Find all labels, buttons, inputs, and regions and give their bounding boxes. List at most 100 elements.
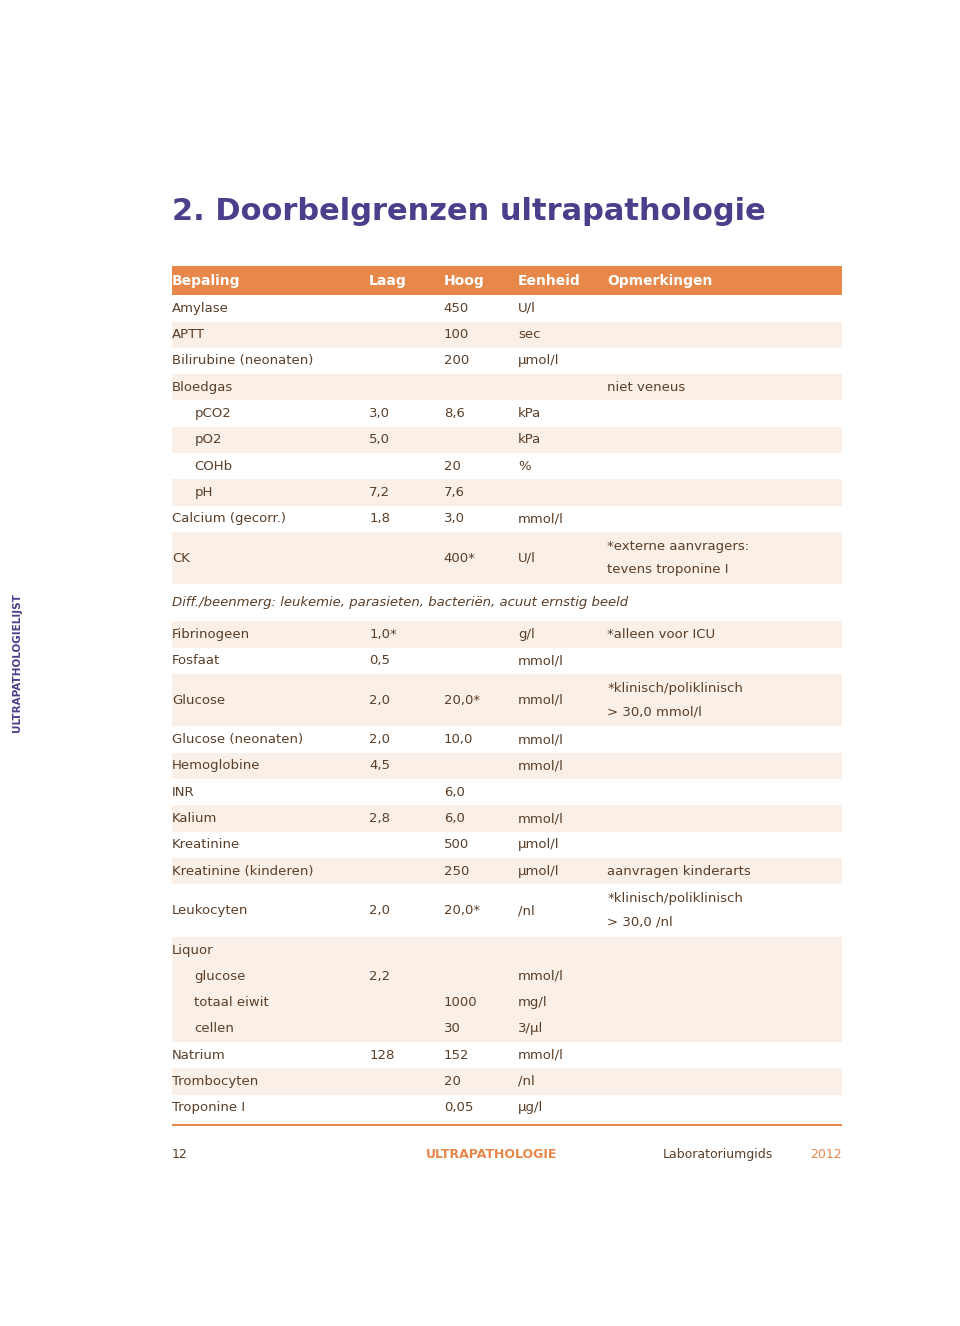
Text: APTT: APTT bbox=[172, 329, 205, 341]
Text: Bloedgas: Bloedgas bbox=[172, 381, 233, 394]
Text: ULTRAPATHOLOGIELIJST: ULTRAPATHOLOGIELIJST bbox=[12, 594, 22, 732]
Bar bbox=[172, 1124, 842, 1126]
Bar bbox=[172, 753, 842, 780]
Text: 1000: 1000 bbox=[444, 996, 477, 1009]
Text: μmol/l: μmol/l bbox=[518, 838, 560, 851]
Text: *externe aanvragers:: *externe aanvragers: bbox=[608, 540, 750, 553]
Text: Amylase: Amylase bbox=[172, 302, 228, 314]
Text: 1,8: 1,8 bbox=[370, 512, 390, 525]
Text: mmol/l: mmol/l bbox=[518, 760, 564, 773]
Text: 2,2: 2,2 bbox=[370, 969, 391, 983]
Text: Kreatinine (kinderen): Kreatinine (kinderen) bbox=[172, 865, 314, 878]
Bar bbox=[172, 858, 842, 884]
Text: 12: 12 bbox=[172, 1148, 188, 1162]
Text: *alleen voor ICU: *alleen voor ICU bbox=[608, 629, 715, 640]
Text: /nl: /nl bbox=[518, 1075, 535, 1087]
Bar bbox=[172, 1069, 842, 1095]
Text: μg/l: μg/l bbox=[518, 1102, 543, 1114]
Text: 250: 250 bbox=[444, 865, 469, 878]
Bar bbox=[172, 1095, 842, 1120]
Text: 100: 100 bbox=[444, 329, 468, 341]
Text: Diff./beenmerg: leukemie, parasieten, bacteriën, acuut ernstig beeld: Diff./beenmerg: leukemie, parasieten, ba… bbox=[172, 597, 628, 610]
Text: Bilirubine (neonaten): Bilirubine (neonaten) bbox=[172, 354, 314, 367]
Bar bbox=[172, 505, 842, 532]
Text: Liquor: Liquor bbox=[172, 944, 214, 956]
Text: CK: CK bbox=[172, 552, 190, 565]
Text: 7,6: 7,6 bbox=[444, 485, 465, 499]
Text: Kreatinine: Kreatinine bbox=[172, 838, 240, 851]
Text: 2,8: 2,8 bbox=[370, 812, 390, 825]
Bar bbox=[172, 400, 842, 427]
Text: mmol/l: mmol/l bbox=[518, 733, 564, 747]
Text: Natrium: Natrium bbox=[172, 1049, 226, 1062]
Text: 400*: 400* bbox=[444, 552, 475, 565]
Text: 4,5: 4,5 bbox=[370, 760, 390, 773]
Text: 20,0*: 20,0* bbox=[444, 904, 480, 918]
Text: 5,0: 5,0 bbox=[370, 434, 390, 447]
Text: Laboratoriumgids: Laboratoriumgids bbox=[663, 1148, 774, 1162]
Text: tevens troponine I: tevens troponine I bbox=[608, 564, 729, 577]
Bar bbox=[172, 1016, 842, 1042]
Text: pH: pH bbox=[194, 485, 213, 499]
Text: Eenheid: Eenheid bbox=[518, 273, 581, 288]
Text: mg/l: mg/l bbox=[518, 996, 547, 1009]
Text: mmol/l: mmol/l bbox=[518, 512, 564, 525]
Text: Trombocyten: Trombocyten bbox=[172, 1075, 258, 1087]
Text: Glucose: Glucose bbox=[172, 693, 226, 707]
Text: 20: 20 bbox=[444, 460, 461, 472]
Text: U/l: U/l bbox=[518, 302, 536, 314]
Text: 6,0: 6,0 bbox=[444, 786, 465, 798]
Bar bbox=[172, 267, 842, 296]
Bar bbox=[172, 479, 842, 505]
Bar bbox=[172, 1042, 842, 1069]
Text: Leukocyten: Leukocyten bbox=[172, 904, 249, 918]
Bar bbox=[172, 805, 842, 831]
Text: glucose: glucose bbox=[194, 969, 246, 983]
Text: niet veneus: niet veneus bbox=[608, 381, 685, 394]
Text: Calcium (gecorr.): Calcium (gecorr.) bbox=[172, 512, 286, 525]
Text: sec: sec bbox=[518, 329, 540, 341]
Text: mmol/l: mmol/l bbox=[518, 693, 564, 707]
Text: COHb: COHb bbox=[194, 460, 232, 472]
Text: 2,0: 2,0 bbox=[370, 904, 390, 918]
Text: ULTRAPATHOLOGIE: ULTRAPATHOLOGIE bbox=[426, 1148, 558, 1162]
Text: Hemoglobine: Hemoglobine bbox=[172, 760, 260, 773]
Text: 3/μl: 3/μl bbox=[518, 1022, 543, 1036]
Text: pCO2: pCO2 bbox=[194, 407, 231, 420]
Text: 2. Doorbelgrenzen ultrapathologie: 2. Doorbelgrenzen ultrapathologie bbox=[172, 196, 766, 225]
Text: 1,0*: 1,0* bbox=[370, 629, 397, 640]
Text: Hoog: Hoog bbox=[444, 273, 485, 288]
Bar bbox=[172, 989, 842, 1016]
Bar bbox=[172, 585, 842, 622]
Text: Bepaling: Bepaling bbox=[172, 273, 241, 288]
Bar bbox=[172, 532, 842, 585]
Text: U/l: U/l bbox=[518, 552, 536, 565]
Text: *klinisch/poliklinisch: *klinisch/poliklinisch bbox=[608, 892, 743, 906]
Text: > 30,0 /nl: > 30,0 /nl bbox=[608, 916, 673, 928]
Text: 8,6: 8,6 bbox=[444, 407, 465, 420]
Text: 128: 128 bbox=[370, 1049, 395, 1062]
Text: Troponine I: Troponine I bbox=[172, 1102, 245, 1114]
Text: *klinisch/poliklinisch: *klinisch/poliklinisch bbox=[608, 682, 743, 695]
Text: kPa: kPa bbox=[518, 434, 541, 447]
Text: mmol/l: mmol/l bbox=[518, 812, 564, 825]
Text: Fosfaat: Fosfaat bbox=[172, 654, 221, 667]
Text: 2,0: 2,0 bbox=[370, 693, 390, 707]
Bar bbox=[172, 296, 842, 321]
Text: 30: 30 bbox=[444, 1022, 461, 1036]
Text: 20: 20 bbox=[444, 1075, 461, 1087]
Text: 0,05: 0,05 bbox=[444, 1102, 473, 1114]
Bar bbox=[172, 453, 842, 479]
Text: 3,0: 3,0 bbox=[444, 512, 465, 525]
Text: μmol/l: μmol/l bbox=[518, 865, 560, 878]
Bar bbox=[172, 647, 842, 674]
Bar bbox=[172, 937, 842, 963]
Text: INR: INR bbox=[172, 786, 195, 798]
Text: 10,0: 10,0 bbox=[444, 733, 473, 747]
Bar bbox=[172, 374, 842, 400]
Text: Opmerkingen: Opmerkingen bbox=[608, 273, 712, 288]
Bar bbox=[172, 780, 842, 805]
Text: Glucose (neonaten): Glucose (neonaten) bbox=[172, 733, 303, 747]
Text: 200: 200 bbox=[444, 354, 468, 367]
Text: 152: 152 bbox=[444, 1049, 469, 1062]
